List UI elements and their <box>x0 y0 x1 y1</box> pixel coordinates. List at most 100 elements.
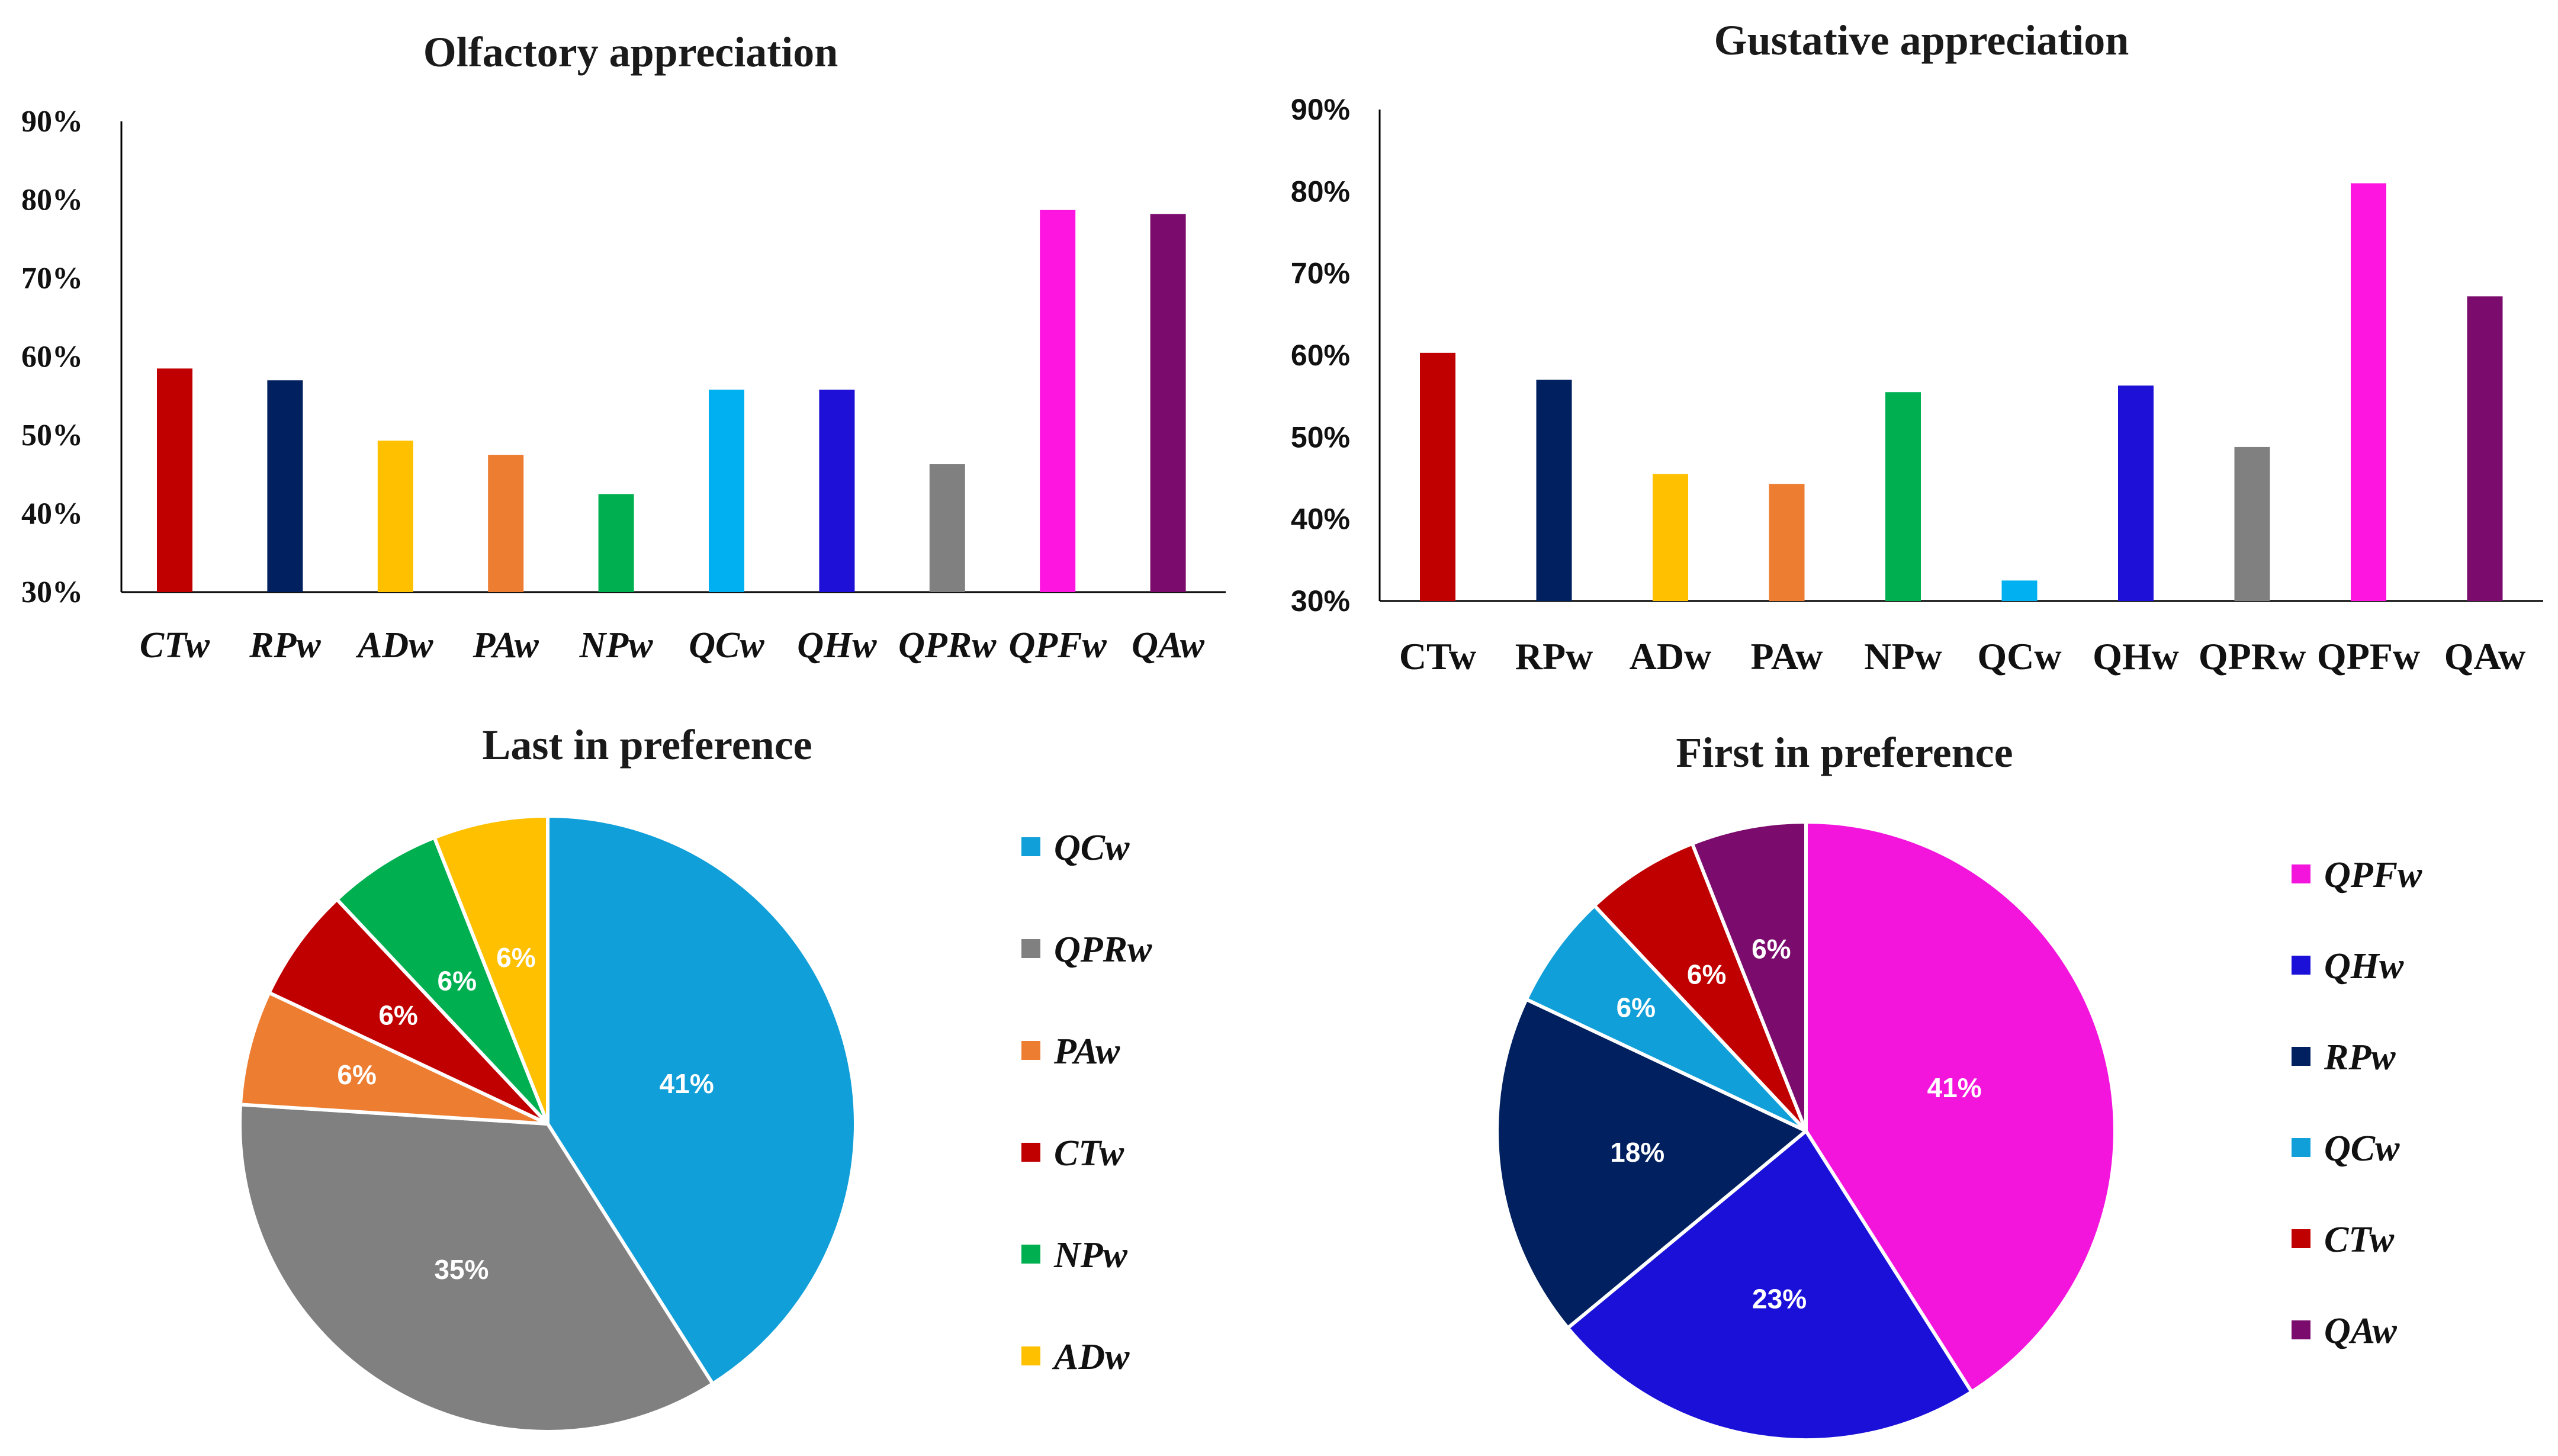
first-preference-legend-label: RPw <box>2324 1037 2396 1078</box>
gustative-x-tick-label: CTw <box>1399 635 1476 677</box>
gustative-x-tick-label: RPw <box>1515 635 1593 677</box>
gustative-y-tick-label: 90% <box>1291 93 1350 126</box>
olfactory-x-tick-label: QCw <box>689 625 764 666</box>
first-preference-slice-qhw <box>1566 1129 1974 1442</box>
gustative-bar-qpfw <box>2351 183 2386 601</box>
first-preference-legend-label: QPFw <box>2324 855 2422 895</box>
gustative-y-tick-label: 40% <box>1291 503 1350 536</box>
last-preference-legend-label: PAw <box>1053 1031 1120 1072</box>
gustative-bar-qprw <box>2234 446 2270 601</box>
first-preference-legend-label: QCw <box>2324 1129 2400 1169</box>
gustative-y-tick-label: 50% <box>1291 420 1350 454</box>
last-preference-legend-swatch <box>1021 939 1040 958</box>
last-preference-legend-label: CTw <box>1054 1133 1124 1174</box>
olfactory-bar-chart: Olfactory appreciation 30% 40% 50% 60% 70% 80… <box>21 28 1226 666</box>
olfactory-bar-qcw <box>709 390 744 592</box>
gustative-x-tick-label: QCw <box>1977 635 2061 677</box>
gustative-x-tick-label: QPRw <box>2199 635 2306 677</box>
last-preference-legend-label: QPRw <box>1054 930 1152 970</box>
olfactory-bar-rpw <box>267 380 303 592</box>
first-preference-slice-qaw <box>1690 820 1808 1133</box>
last-preference-legend-swatch <box>1021 1245 1040 1264</box>
gustative-bar-qaw <box>2467 296 2503 601</box>
last-preference-legend-swatch <box>1021 837 1040 856</box>
gustative-y-tick-label: 60% <box>1291 339 1350 372</box>
first-preference-slice-label: 6% <box>1752 933 1791 964</box>
olfactory-bar-qhw <box>819 390 855 592</box>
first-preference-pie-chart: First in preference 41% 23% 18% 6% 6% 6% QPFw Q… <box>1495 729 2422 1442</box>
first-preference-slice-label: 6% <box>1687 959 1726 990</box>
last-preference-legend-label: QCw <box>1054 828 1130 868</box>
gustative-x-tick-label: QPFw <box>2317 635 2420 677</box>
last-preference-pie-chart: Last in preference 41%35%6%6%6%6%QCwQPRw… <box>238 721 1152 1433</box>
last-preference-title: Last in preference <box>482 721 812 769</box>
last-preference-slice-label: 6% <box>438 966 477 997</box>
gustative-y-tick-label: 30% <box>1291 584 1350 618</box>
first-preference-legend-label: QHw <box>2324 946 2404 986</box>
last-preference-legend-swatch <box>1021 1346 1040 1365</box>
olfactory-y-tick-label: 30% <box>21 576 83 609</box>
first-preference-legend-swatch <box>2292 1320 2310 1339</box>
gustative-x-tick-label: QHw <box>2093 635 2179 677</box>
first-preference-legend-swatch <box>2292 1138 2310 1157</box>
gustative-y-tick-label: 70% <box>1291 257 1350 290</box>
gustative-bar-adw <box>1653 474 1688 601</box>
first-preference-legend-swatch <box>2292 956 2310 975</box>
first-preference-legend-label: CTw <box>2324 1220 2395 1260</box>
gustative-x-tick-label: QAw <box>2444 635 2525 677</box>
olfactory-bar-ctw <box>157 368 192 592</box>
olfactory-chart-title: Olfactory appreciation <box>423 28 838 76</box>
olfactory-y-tick-label: 60% <box>21 340 83 374</box>
gustative-chart-title: Gustative appreciation <box>1714 17 2129 64</box>
olfactory-x-tick-label: QPFw <box>1009 625 1107 666</box>
gustative-bar-rpw <box>1536 380 1572 601</box>
gustative-x-tick-label: ADw <box>1630 635 1712 677</box>
olfactory-x-tick-label: QAw <box>1132 625 1205 666</box>
first-preference-slice-ctw <box>1592 841 1808 1133</box>
last-preference-slice-label: 35% <box>434 1254 489 1285</box>
first-preference-title: First in preference <box>1676 729 2013 776</box>
last-preference-slice-label: 41% <box>660 1068 714 1099</box>
first-preference-slice-label: 23% <box>1752 1284 1807 1314</box>
first-preference-legend-swatch <box>2292 1229 2310 1248</box>
olfactory-x-tick-label: ADw <box>355 625 433 666</box>
gustative-bar-ctw <box>1420 352 1455 601</box>
olfactory-bar-adw <box>377 441 413 592</box>
last-preference-slice-paw <box>239 991 549 1126</box>
last-preference-legend-swatch <box>1021 1041 1040 1060</box>
gustative-bar-qhw <box>2118 385 2154 601</box>
olfactory-y-tick-label: 80% <box>21 184 83 217</box>
olfactory-bar-paw <box>488 455 524 592</box>
gustative-bar-qcw <box>2001 580 2038 601</box>
first-preference-legend-swatch <box>2292 1047 2310 1066</box>
last-preference-slice-label: 6% <box>337 1059 376 1090</box>
olfactory-bar-qpfw <box>1040 210 1076 593</box>
last-preference-slice-adw <box>432 814 549 1126</box>
olfactory-x-tick-label: RPw <box>249 625 321 666</box>
gustative-bar-paw <box>1769 484 1805 601</box>
olfactory-bar-qprw <box>929 464 965 592</box>
first-preference-slice-rpw <box>1495 997 1808 1330</box>
olfactory-bar-npw <box>598 494 634 592</box>
first-preference-legend-swatch <box>2292 864 2310 883</box>
olfactory-x-tick-label: QHw <box>797 625 877 666</box>
first-preference-legend-label: QAw <box>2324 1311 2398 1351</box>
first-preference-slice-label: 6% <box>1617 992 1656 1023</box>
first-preference-slice-label: 18% <box>1610 1137 1664 1168</box>
last-preference-legend-label: NPw <box>1053 1235 1128 1275</box>
olfactory-y-tick-label: 70% <box>21 262 83 295</box>
last-preference-slice-label: 6% <box>496 942 535 973</box>
gustative-x-tick-label: NPw <box>1864 635 1942 677</box>
gustative-bar-npw <box>1885 392 1921 601</box>
olfactory-y-tick-label: 50% <box>21 419 83 452</box>
last-preference-slice-ctw <box>267 897 549 1126</box>
first-preference-slice-label: 41% <box>1927 1072 1982 1103</box>
last-preference-slice-qprw <box>238 1103 715 1433</box>
olfactory-y-tick-label: 40% <box>21 497 83 531</box>
olfactory-bar-qaw <box>1150 214 1186 593</box>
olfactory-x-tick-label: CTw <box>140 625 210 666</box>
last-preference-slice-label: 6% <box>378 1000 417 1031</box>
olfactory-x-tick-label: QPRw <box>898 625 997 666</box>
